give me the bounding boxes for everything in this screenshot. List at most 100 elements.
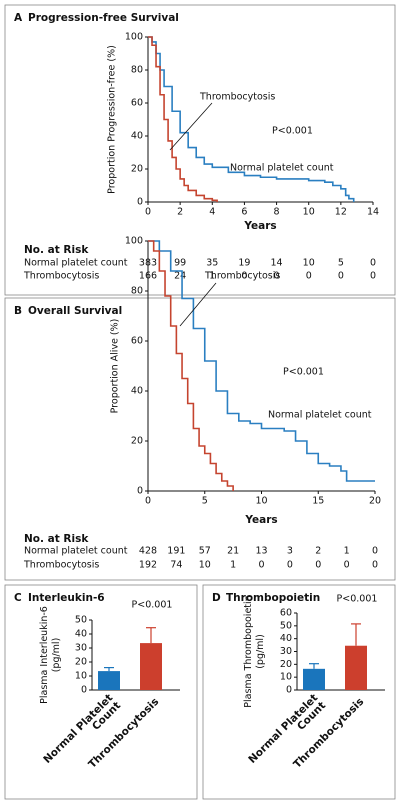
at-risk-label: Thrombocytosis (23, 271, 99, 282)
at-risk-count: 24 (174, 271, 186, 282)
text-line: Plasma Interleukin-6 (39, 606, 50, 704)
x-tick-label: 10 (303, 207, 315, 218)
y-tick-label: 50 (75, 615, 87, 626)
y-axis-label: Proportion Alive (%) (110, 319, 121, 414)
x-tick-label: 12 (335, 207, 347, 218)
y-tick-label: 30 (75, 643, 87, 654)
panel-letter: B (14, 305, 22, 317)
p-value: P<0.001 (283, 367, 324, 378)
at-risk-count: 5 (338, 258, 344, 269)
at-risk-title: No. at Risk (24, 244, 89, 256)
bar (98, 671, 120, 690)
at-risk-count: 192 (139, 560, 157, 571)
x-tick-label: 15 (312, 496, 324, 507)
bar (303, 668, 325, 690)
at-risk-label: Normal platelet count (24, 546, 128, 557)
at-risk-count: 191 (167, 546, 185, 557)
panel-border (4, 584, 198, 800)
curve-label: Normal platelet count (268, 410, 372, 421)
at-risk-count: 3 (287, 546, 293, 557)
y-tick-label: 0 (286, 685, 292, 696)
y-axis-label: Proportion Progression-free (%) (107, 45, 118, 194)
at-risk-count: 19 (238, 258, 250, 269)
x-tick-label: 10 (255, 496, 267, 507)
at-risk-count: 99 (174, 258, 186, 269)
y-tick-label: 60 (280, 608, 292, 619)
panel-title: Interleukin-6 (28, 592, 105, 604)
at-risk-count: 14 (271, 258, 283, 269)
at-risk-count: 0 (274, 271, 280, 282)
y-tick-label: 10 (280, 672, 292, 683)
y-axis-label: Plasma Thrombopoietin(pg/ml) (243, 595, 266, 707)
y-tick-label: 20 (75, 657, 87, 668)
panel-letter: C (14, 592, 22, 604)
y-tick-label: 20 (280, 659, 292, 670)
at-risk-count: 0 (306, 271, 312, 282)
curve-label: Thrombocytosis (199, 92, 275, 103)
at-risk-count: 0 (370, 258, 376, 269)
y-tick-label: 10 (75, 671, 87, 682)
panel-letter: A (14, 12, 23, 24)
at-risk-count: 35 (206, 258, 218, 269)
at-risk-count: 0 (287, 560, 293, 571)
at-risk-count: 0 (338, 271, 344, 282)
bar (345, 645, 367, 690)
p-value: P<0.001 (272, 126, 313, 137)
at-risk-count: 10 (199, 560, 211, 571)
survival-curve (148, 36, 355, 202)
at-risk-label: Normal platelet count (24, 258, 128, 269)
at-risk-count: 0 (372, 560, 378, 571)
at-risk-count: 428 (139, 546, 157, 557)
y-tick-label: 0 (137, 197, 143, 208)
x-axis-label: Years (243, 220, 276, 232)
text-line: Plasma Thrombopoietin (243, 595, 254, 707)
y-tick-label: 40 (131, 131, 143, 142)
x-tick-label: Normal PlateletCount (246, 692, 328, 774)
y-tick-label: 40 (75, 629, 87, 640)
y-tick-label: 50 (280, 620, 292, 631)
x-tick-label: 4 (209, 207, 215, 218)
at-risk-count: 0 (344, 560, 350, 571)
x-tick-label: 14 (367, 207, 379, 218)
leader-line (169, 102, 213, 151)
y-tick-label: 20 (131, 436, 143, 447)
p-value: P<0.001 (132, 600, 173, 611)
leader-line (179, 282, 217, 327)
at-risk-count: 0 (241, 271, 247, 282)
at-risk-count: 0 (315, 560, 321, 571)
x-tick-label: 2 (177, 207, 183, 218)
at-risk-count: 0 (372, 546, 378, 557)
y-tick-label: 80 (131, 286, 143, 297)
x-tick-label: 6 (241, 207, 247, 218)
survival-curve (148, 36, 218, 202)
panel-title: Thrombopoietin (226, 592, 320, 604)
at-risk-count: 1 (209, 271, 215, 282)
y-tick-label: 60 (131, 336, 143, 347)
y-axis-label: Plasma Interleukin-6(pg/ml) (39, 606, 62, 704)
x-tick-label: 5 (202, 496, 208, 507)
x-tick-label: 20 (369, 496, 381, 507)
panel-letter: D (212, 592, 221, 604)
survival-curve (148, 240, 375, 482)
y-tick-label: 0 (81, 685, 87, 696)
y-tick-label: 100 (125, 236, 143, 247)
survival-curve (148, 240, 234, 491)
panel-title: Overall Survival (28, 305, 122, 317)
at-risk-label: Thrombocytosis (23, 560, 99, 571)
at-risk-count: 0 (258, 560, 264, 571)
p-value: P<0.001 (337, 594, 378, 605)
x-tick-label: 0 (145, 207, 151, 218)
x-tick-label: Normal PlateletCount (41, 692, 123, 774)
panel-border (4, 4, 396, 296)
curve-label: Normal platelet count (230, 163, 334, 174)
curve-label: Thrombocytosis (204, 271, 280, 282)
at-risk-count: 74 (170, 560, 182, 571)
at-risk-count: 0 (370, 271, 376, 282)
y-tick-label: 100 (125, 32, 143, 43)
at-risk-title: No. at Risk (24, 533, 89, 545)
panel-title: Progression-free Survival (28, 12, 179, 24)
text-line: (pg/ml) (255, 634, 266, 669)
y-tick-label: 30 (280, 646, 292, 657)
y-tick-label: 20 (131, 164, 143, 175)
